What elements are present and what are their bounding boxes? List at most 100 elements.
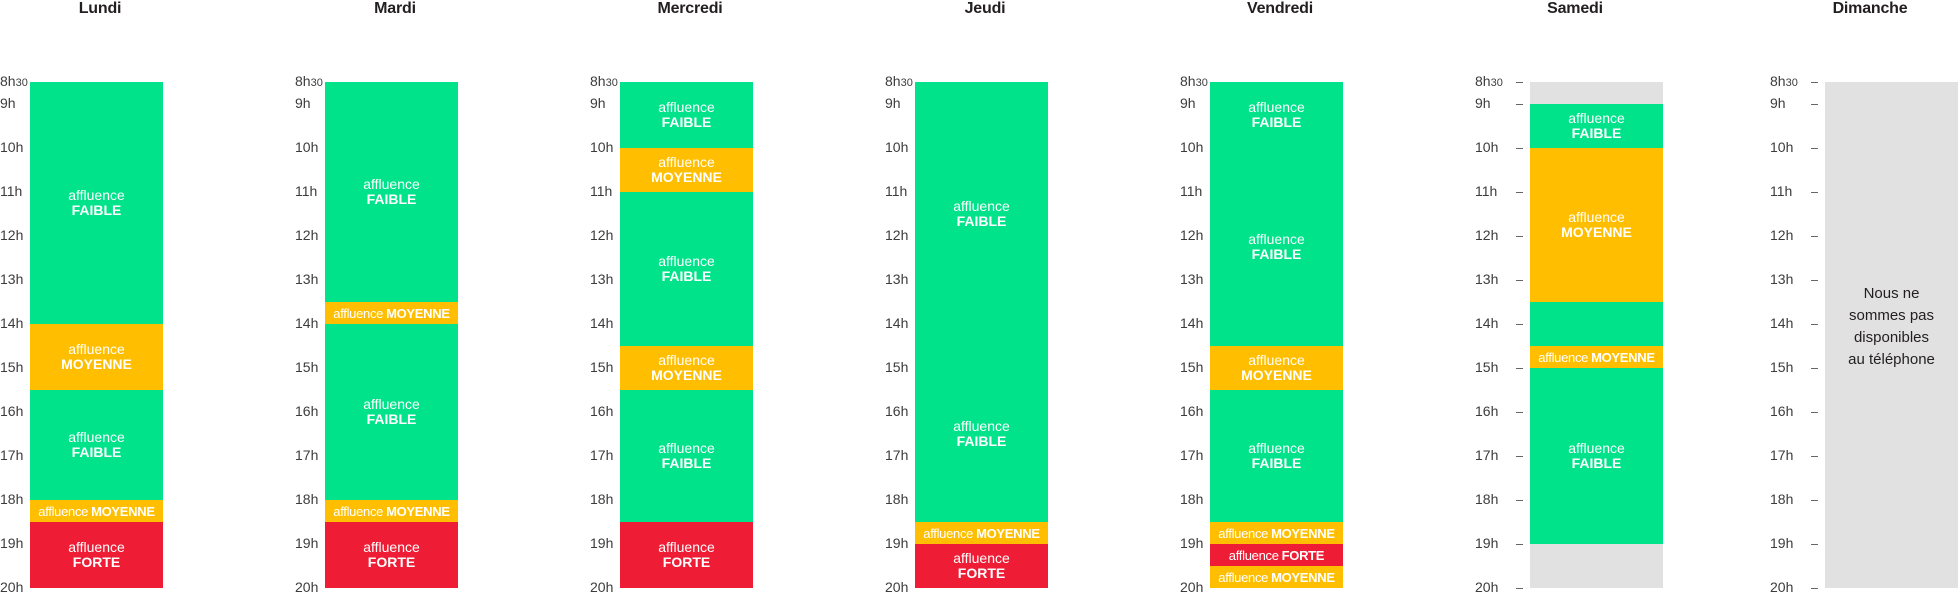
y-tick-label: 17h xyxy=(885,447,909,463)
y-tick-label: 16h xyxy=(885,403,909,419)
y-tick-label: 13h xyxy=(1180,271,1204,287)
affluence-level: MOYENNE xyxy=(651,169,722,185)
y-tick-mark xyxy=(1516,588,1523,589)
y-tick-label: 18h xyxy=(885,491,909,507)
y-tick-mark xyxy=(1811,324,1818,325)
y-tick-label: 14h xyxy=(590,315,614,331)
affluence-label: affluence MOYENNE xyxy=(333,305,450,321)
unavailable-message-line: disponibles xyxy=(1853,329,1930,346)
affluence-block-moyenne: affluence MOYENNE xyxy=(30,500,163,522)
y-tick-label: 11h xyxy=(295,183,318,199)
affluence-block-moyenne: affluence MOYENNE xyxy=(30,324,163,390)
affluence-word: affluence xyxy=(923,525,974,541)
y-tick-label: 10h xyxy=(0,139,24,155)
y-tick-label: 13h xyxy=(1770,271,1794,287)
y-tick-label: 10h xyxy=(885,139,909,155)
affluence-label: affluence FAIBLE xyxy=(1248,232,1305,262)
y-tick-label: 16h xyxy=(0,403,24,419)
affluence-block-forte: affluence FORTE xyxy=(620,522,753,588)
day-title: Jeudi xyxy=(964,0,1006,17)
y-tick-label: 14h xyxy=(0,315,24,331)
y-tick-label: 16h xyxy=(295,403,319,419)
y-tick-label: 8h30 xyxy=(0,73,28,89)
affluence-block-faible: affluence FAIBLE xyxy=(915,346,1048,522)
y-tick-mark xyxy=(1516,324,1523,325)
y-tick-label: 13h xyxy=(885,271,909,287)
affluence-label: affluence FORTE xyxy=(658,540,715,570)
affluence-word: affluence xyxy=(1248,99,1305,115)
affluence-word: affluence xyxy=(68,341,125,357)
affluence-level: FAIBLE xyxy=(1251,455,1302,471)
affluence-block-moyenne: affluence MOYENNE xyxy=(915,522,1048,544)
affluence-level: MOYENNE xyxy=(1241,367,1312,383)
affluence-word: affluence xyxy=(1248,231,1305,247)
y-tick-mark xyxy=(1516,456,1523,457)
affluence-label: affluence MOYENNE xyxy=(1561,210,1632,240)
day-column-mercredi: Mercredi 8h30 9h 10h 11h 12h 13h 14h 15h 16h 17h 18… xyxy=(590,0,840,612)
affluence-level: MOYENNE xyxy=(91,503,155,519)
y-tick-label: 16h xyxy=(1770,403,1794,419)
y-tick-label: 15h xyxy=(885,359,909,375)
y-tick-label: 8h30 xyxy=(1770,73,1798,89)
affluence-block-moyenne: affluence MOYENNE xyxy=(1210,522,1343,544)
y-tick-label: 10h xyxy=(295,139,319,155)
day-title: Dimanche xyxy=(1832,0,1908,17)
y-tick-label: 8h30 xyxy=(295,73,323,89)
y-tick-label: 18h xyxy=(1475,491,1499,507)
affluence-label: affluence FAIBLE xyxy=(658,254,715,284)
affluence-word: affluence xyxy=(333,305,384,321)
affluence-word: affluence xyxy=(658,253,715,269)
affluence-word: affluence xyxy=(1228,547,1279,563)
y-tick-mark xyxy=(1516,280,1523,281)
y-tick-label: 13h xyxy=(0,271,24,287)
affluence-level: FAIBLE xyxy=(661,455,712,471)
y-tick-label: 13h xyxy=(1475,271,1499,287)
affluence-level: FAIBLE xyxy=(661,268,712,284)
y-tick-label: 11h xyxy=(590,183,613,199)
y-tick-label: 20h xyxy=(590,579,614,595)
y-tick-mark xyxy=(1516,412,1523,413)
y-tick-label: 12h xyxy=(1770,227,1794,243)
affluence-label: affluence MOYENNE xyxy=(1218,570,1335,585)
affluence-word: affluence xyxy=(1538,349,1589,365)
affluence-block-faible: affluence FAIBLE xyxy=(620,390,753,522)
y-tick-label: 10h xyxy=(1180,139,1204,155)
y-tick-label: 9h xyxy=(295,95,311,111)
affluence-word: affluence xyxy=(658,539,715,555)
y-tick-label: 20h xyxy=(885,579,909,595)
y-tick-mark xyxy=(1811,236,1818,237)
affluence-level: FORTE xyxy=(367,554,416,570)
affluence-word: affluence xyxy=(658,154,715,170)
affluence-word: affluence xyxy=(658,440,715,456)
affluence-word: affluence xyxy=(68,187,125,203)
y-tick-label: 12h xyxy=(295,227,319,243)
affluence-block-moyenne: affluence MOYENNE xyxy=(620,148,753,192)
affluence-level: FAIBLE xyxy=(956,213,1007,229)
y-tick-label: 13h xyxy=(295,271,319,287)
affluence-label: affluence MOYENNE xyxy=(1218,526,1335,541)
affluence-level: FAIBLE xyxy=(1571,455,1622,471)
y-tick-label: 12h xyxy=(1475,227,1499,243)
y-tick-label: 16h xyxy=(1475,403,1499,419)
affluence-level: FAIBLE xyxy=(661,114,712,130)
affluence-word: affluence xyxy=(1568,110,1625,126)
affluence-block-faible: affluence FAIBLE xyxy=(30,390,163,500)
affluence-block-faible xyxy=(1530,302,1663,346)
affluence-word: affluence xyxy=(953,550,1010,566)
y-tick-label: 14h xyxy=(1770,315,1794,331)
affluence-word: affluence xyxy=(363,539,420,555)
y-tick-label: 8h30 xyxy=(885,73,913,89)
y-tick-label: 11h xyxy=(1475,183,1498,199)
y-tick-mark xyxy=(1516,236,1523,237)
affluence-block-faible: affluence FAIBLE xyxy=(915,82,1048,346)
y-tick-label: 19h xyxy=(0,535,24,551)
affluence-label: affluence FAIBLE xyxy=(1248,441,1305,471)
y-tick-mark xyxy=(1516,82,1523,83)
affluence-word: affluence xyxy=(1248,352,1305,368)
y-tick-label: 20h xyxy=(0,579,24,595)
y-tick-mark xyxy=(1516,104,1523,105)
affluence-block-faible: affluence FAIBLE xyxy=(1210,148,1343,346)
y-tick-mark xyxy=(1811,588,1818,589)
y-tick-label: 18h xyxy=(590,491,614,507)
affluence-label: affluence FAIBLE xyxy=(1248,100,1305,130)
